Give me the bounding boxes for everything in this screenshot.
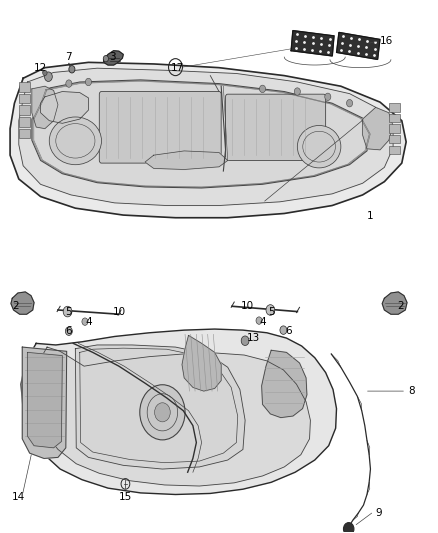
Text: 16: 16: [380, 36, 393, 46]
Polygon shape: [145, 151, 228, 169]
Circle shape: [155, 403, 170, 422]
Polygon shape: [19, 68, 393, 206]
Polygon shape: [363, 108, 393, 150]
Circle shape: [45, 72, 52, 82]
Polygon shape: [33, 347, 311, 486]
Bar: [19, 128, 30, 138]
Text: 10: 10: [112, 306, 125, 317]
Polygon shape: [21, 329, 336, 495]
Polygon shape: [28, 352, 62, 448]
Text: 4: 4: [85, 317, 92, 327]
Circle shape: [65, 327, 72, 335]
Text: 5: 5: [268, 306, 275, 317]
Text: 14: 14: [12, 492, 25, 502]
FancyBboxPatch shape: [226, 94, 325, 160]
Bar: [389, 114, 399, 122]
Polygon shape: [10, 62, 406, 217]
Text: 4: 4: [259, 317, 266, 327]
Circle shape: [259, 85, 265, 93]
Polygon shape: [11, 292, 34, 314]
Circle shape: [343, 522, 354, 533]
FancyBboxPatch shape: [99, 92, 221, 163]
Polygon shape: [32, 86, 58, 128]
Circle shape: [82, 318, 88, 325]
Polygon shape: [182, 335, 221, 391]
Text: 6: 6: [285, 326, 292, 336]
Text: 1: 1: [367, 211, 374, 221]
Circle shape: [280, 326, 287, 334]
Bar: [19, 117, 30, 126]
Polygon shape: [291, 30, 334, 56]
Polygon shape: [22, 347, 67, 458]
Text: 2: 2: [397, 301, 404, 311]
Circle shape: [140, 385, 185, 440]
Text: 2: 2: [12, 301, 19, 311]
Bar: [389, 103, 399, 112]
Text: 15: 15: [119, 492, 132, 502]
Circle shape: [43, 70, 47, 76]
Circle shape: [325, 93, 331, 101]
Ellipse shape: [297, 125, 341, 168]
Circle shape: [103, 55, 109, 62]
Text: 3: 3: [109, 52, 116, 62]
Ellipse shape: [49, 117, 102, 165]
Text: 10: 10: [241, 301, 254, 311]
Text: 7: 7: [66, 52, 72, 62]
Circle shape: [294, 88, 300, 95]
Text: 8: 8: [408, 386, 415, 396]
Polygon shape: [41, 92, 88, 123]
Bar: [19, 106, 30, 115]
Circle shape: [63, 306, 72, 317]
Bar: [389, 146, 399, 154]
Circle shape: [69, 66, 75, 73]
Circle shape: [241, 336, 249, 345]
Bar: [19, 94, 30, 103]
Text: 9: 9: [376, 508, 382, 518]
Polygon shape: [75, 345, 245, 469]
Polygon shape: [104, 51, 123, 65]
Polygon shape: [337, 33, 380, 59]
Text: 13: 13: [247, 333, 261, 343]
Circle shape: [346, 100, 353, 107]
Circle shape: [256, 317, 262, 324]
Text: 5: 5: [66, 306, 72, 317]
Bar: [19, 82, 30, 92]
Bar: [389, 124, 399, 133]
Polygon shape: [261, 350, 307, 418]
Text: 17: 17: [171, 63, 184, 72]
Polygon shape: [32, 80, 371, 188]
Circle shape: [266, 305, 275, 316]
Circle shape: [85, 78, 92, 86]
Text: 6: 6: [66, 326, 72, 336]
Bar: [389, 135, 399, 143]
Text: 12: 12: [34, 63, 47, 72]
Circle shape: [66, 80, 72, 87]
Polygon shape: [382, 292, 407, 314]
